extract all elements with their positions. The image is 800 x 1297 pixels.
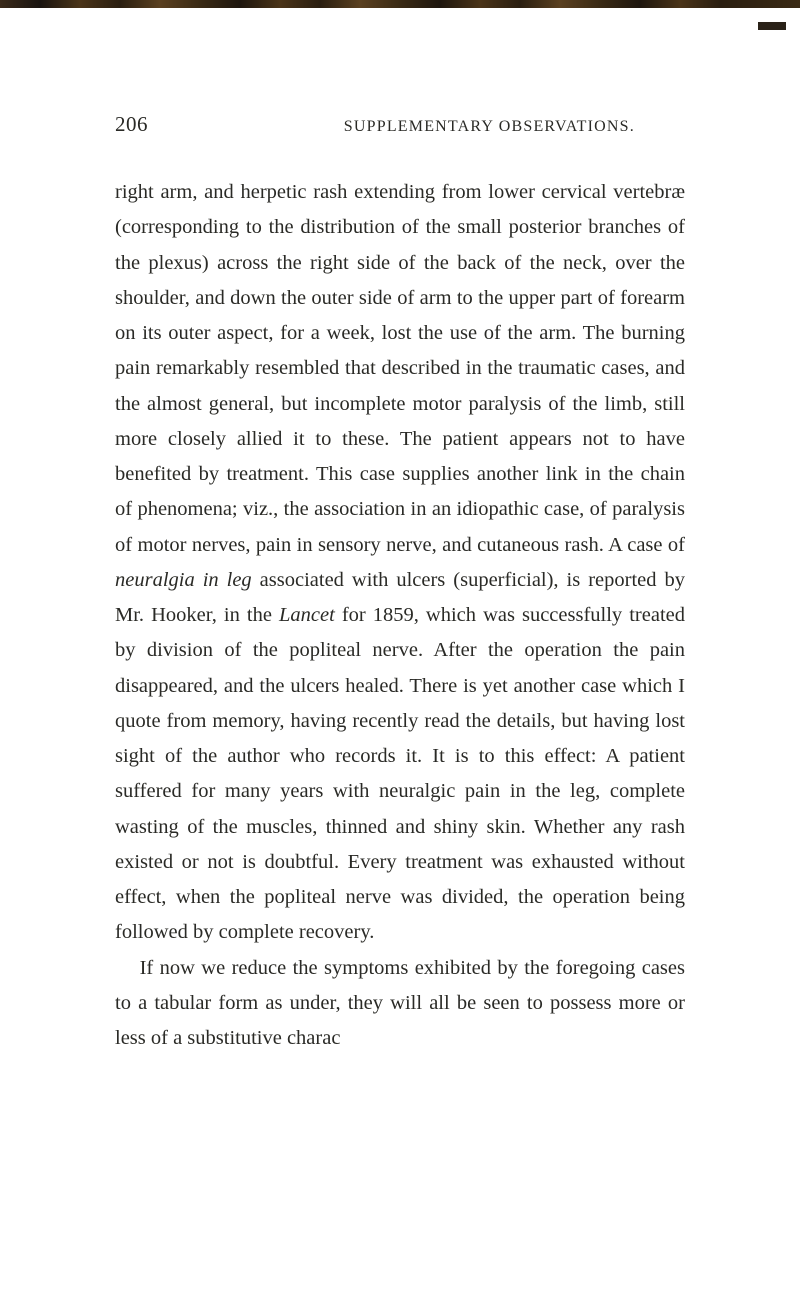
running-head: 206 SUPPLEMENTARY OBSERVATIONS. (115, 112, 685, 137)
body-text: right arm, and herpetic rash extending f… (115, 175, 685, 1056)
paragraph-1: right arm, and herpetic rash extending f… (115, 175, 685, 951)
paragraph-2: If now we reduce the symptoms exhibited … (115, 951, 685, 1057)
scan-side-mark (758, 22, 786, 30)
page-number: 206 (115, 112, 148, 137)
scan-top-strip (0, 0, 800, 8)
page-content: 206 SUPPLEMENTARY OBSERVATIONS. right ar… (115, 112, 685, 1056)
running-title: SUPPLEMENTARY OBSERVATIONS. (344, 118, 685, 136)
